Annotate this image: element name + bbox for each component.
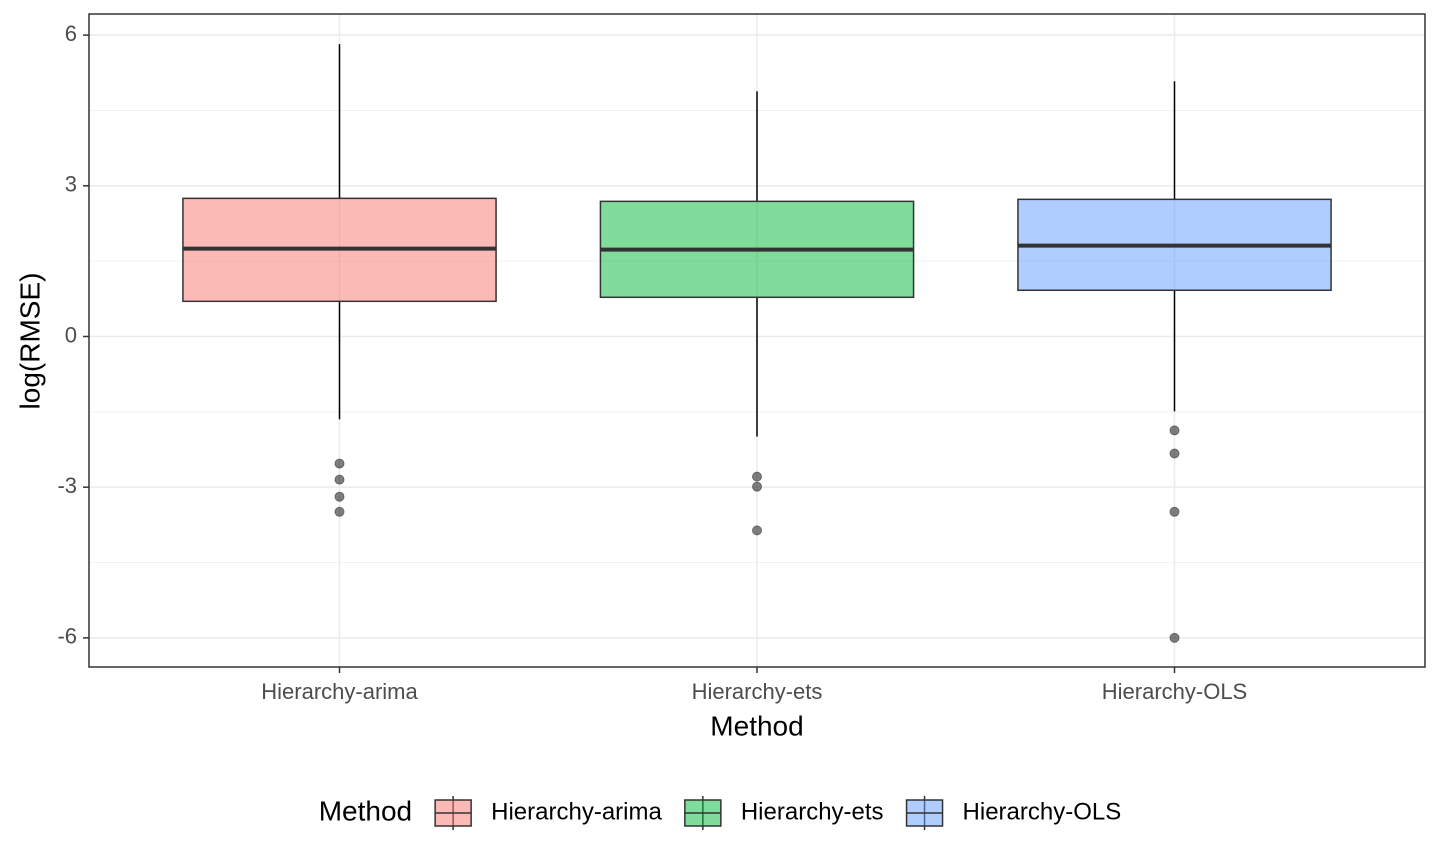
- outlier: [334, 458, 345, 469]
- outlier: [1169, 448, 1180, 459]
- panel-border: [88, 13, 1426, 668]
- y-tick-label: 3: [65, 172, 77, 197]
- outlier: [752, 525, 762, 536]
- x-tick-label: Hierarchy-ets: [692, 679, 823, 704]
- y-tick-label: 6: [65, 21, 77, 46]
- legend-label: Hierarchy-ets: [741, 798, 884, 825]
- outlier: [752, 471, 762, 482]
- outlier: [334, 506, 345, 517]
- legend-label: Hierarchy-arima: [491, 798, 662, 825]
- x-axis-title: Method: [710, 710, 803, 741]
- x-tick-label: Hierarchy-arima: [261, 679, 418, 704]
- outlier: [334, 491, 345, 502]
- outlier: [1169, 632, 1180, 643]
- y-tick-label: -6: [57, 624, 77, 649]
- outlier: [1169, 506, 1180, 517]
- outlier: [334, 474, 345, 485]
- outlier: [1169, 425, 1180, 436]
- legend-label: Hierarchy-OLS: [963, 798, 1122, 825]
- outlier: [752, 481, 762, 492]
- legend-title: Method: [319, 795, 412, 826]
- y-axis-title: log(RMSE): [14, 273, 45, 410]
- y-tick-label: 0: [65, 322, 77, 347]
- y-tick-label: -3: [57, 473, 77, 498]
- x-tick-label: Hierarchy-OLS: [1102, 679, 1247, 704]
